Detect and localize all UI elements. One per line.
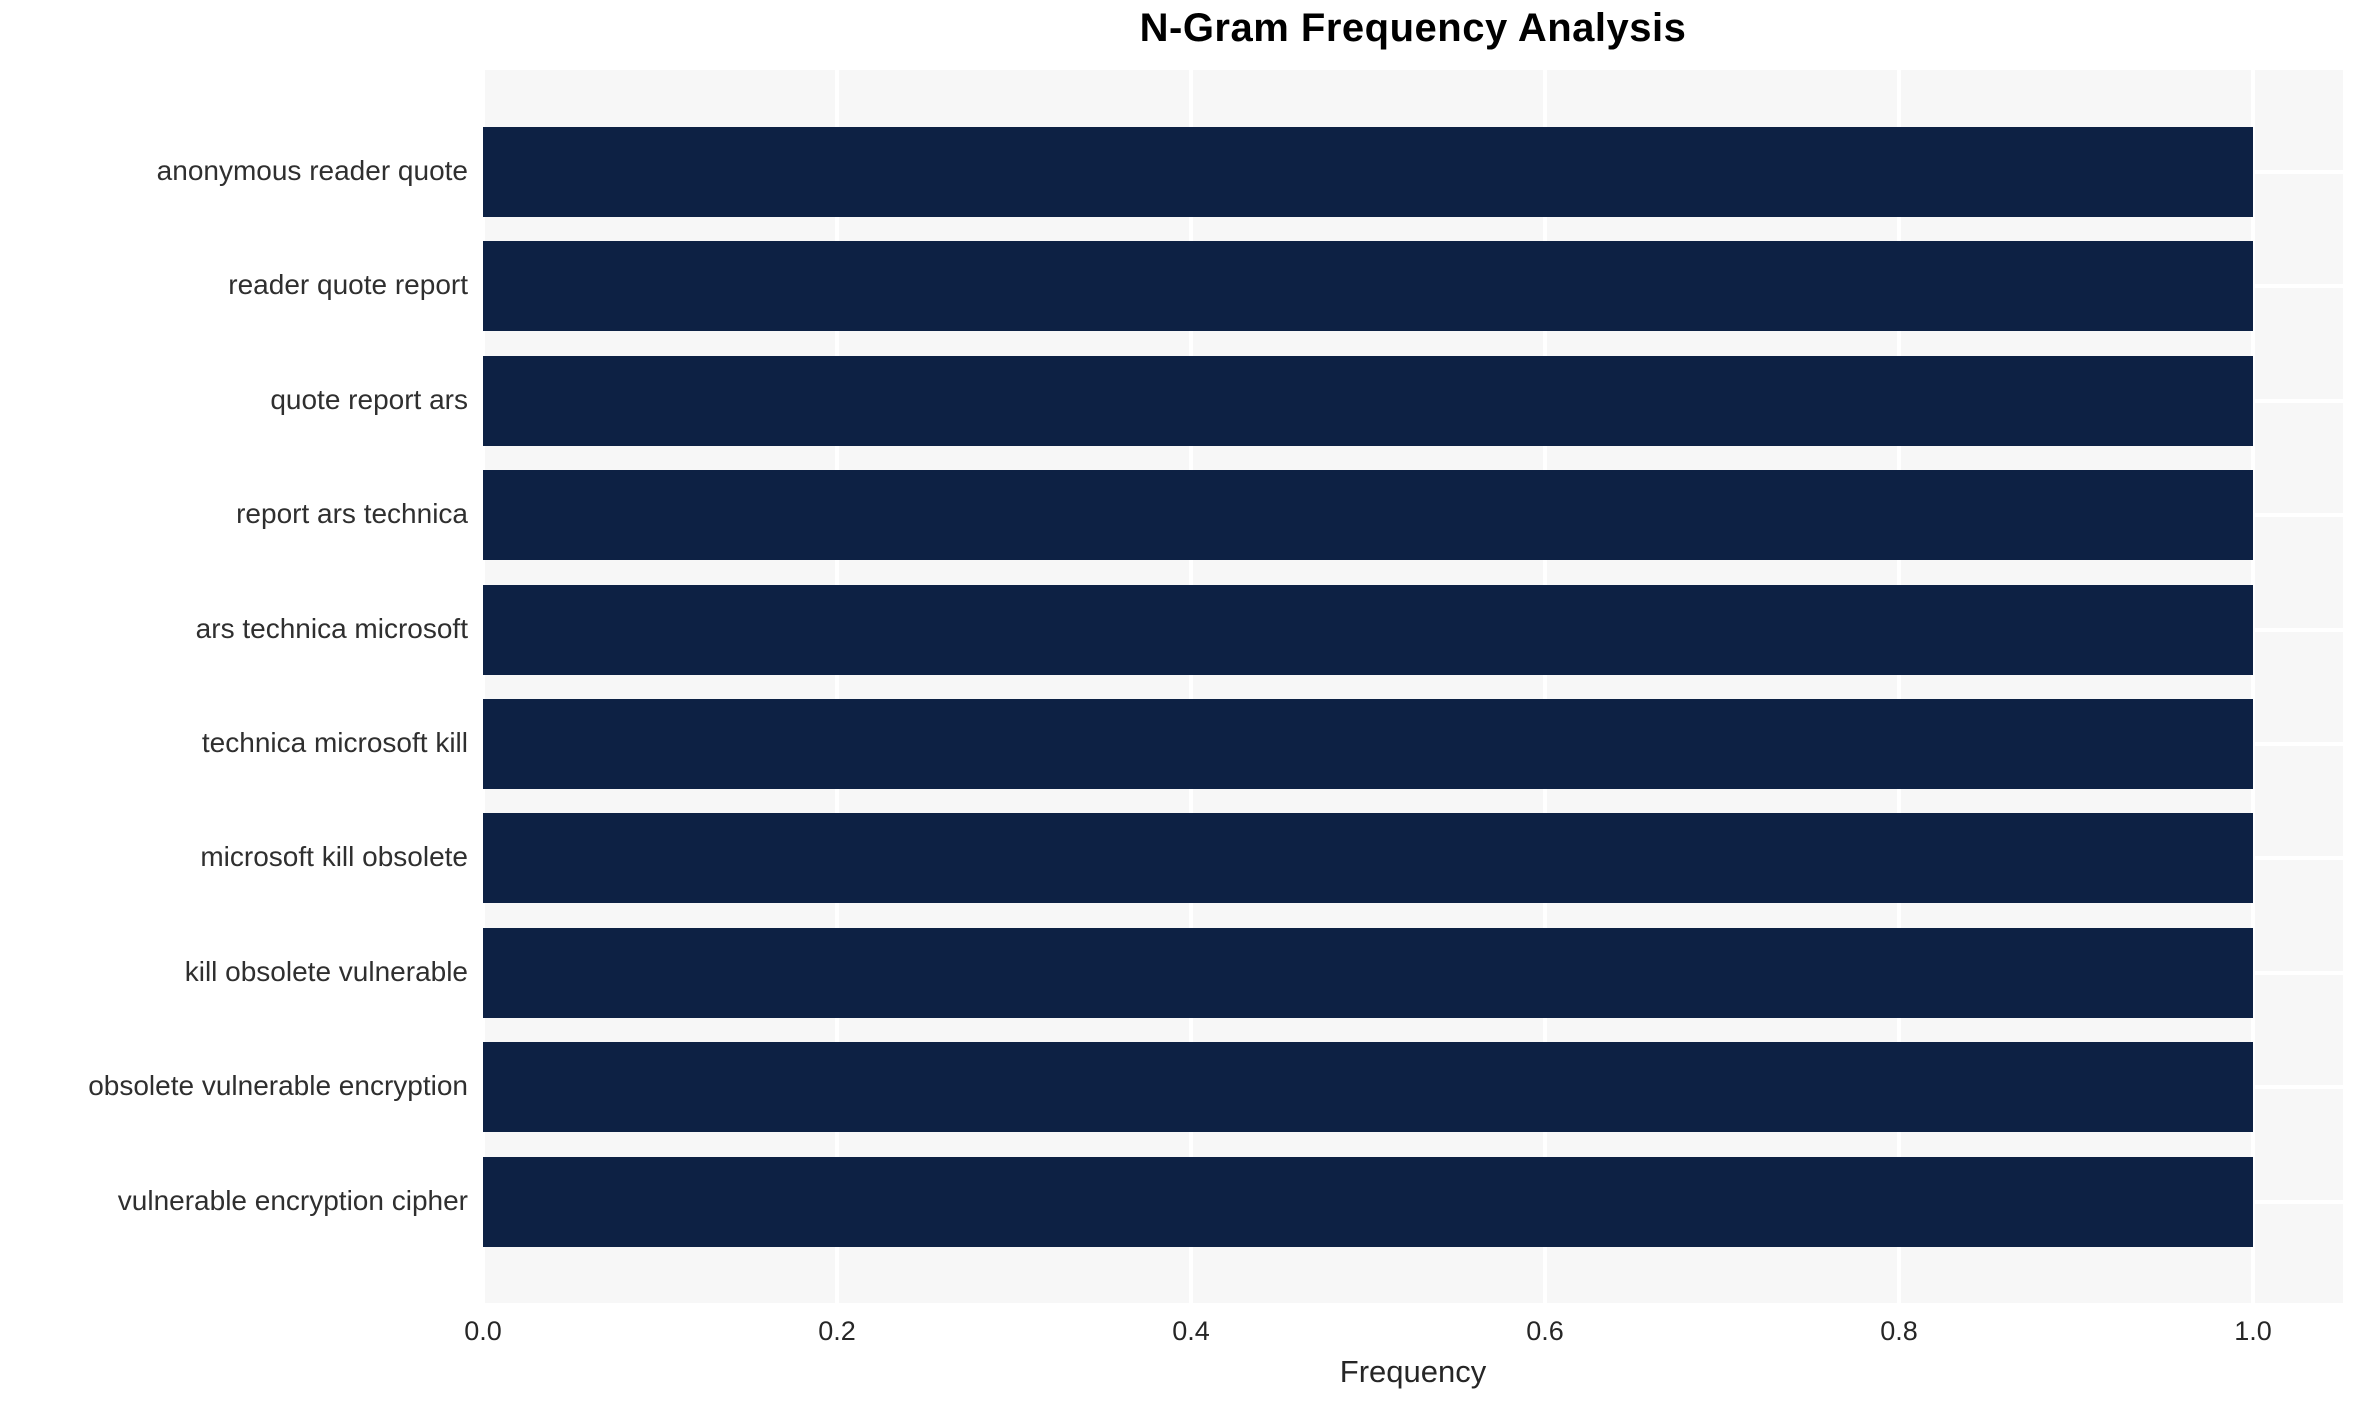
bar xyxy=(483,1156,2253,1247)
x-gridline xyxy=(483,70,485,1303)
x-gridline xyxy=(835,70,839,1303)
bar xyxy=(483,699,2253,789)
chart-title: N-Gram Frequency Analysis xyxy=(1139,6,1687,50)
y-tick-label: kill obsolete vulnerable xyxy=(184,955,468,987)
bar xyxy=(483,241,2253,332)
y-tick-label: vulnerable encryption cipher xyxy=(117,1184,468,1216)
bar xyxy=(483,127,2253,217)
y-tick-label: anonymous reader quote xyxy=(156,155,468,186)
x-gridline xyxy=(2251,70,2255,1303)
x-tick-label: 0.8 xyxy=(1880,1316,1918,1346)
x-tick-label: 0.6 xyxy=(1526,1316,1564,1346)
plot-area xyxy=(483,70,2343,1303)
y-tick-label: technica microsoft kill xyxy=(201,727,468,758)
x-gridline xyxy=(1897,70,1901,1303)
y-tick-label: microsoft kill obsolete xyxy=(200,841,468,873)
x-tick-label: 1.0 xyxy=(2234,1316,2272,1346)
bar xyxy=(483,470,2253,561)
x-tick-label: 0.2 xyxy=(818,1316,856,1346)
y-tick-label: ars technica microsoft xyxy=(195,612,468,644)
y-tick-label: report ars technica xyxy=(236,498,468,530)
y-tick-label: quote report ars xyxy=(270,383,468,415)
x-axis-label: Frequency xyxy=(1339,1354,1487,1389)
y-tick-label: reader quote report xyxy=(228,269,468,301)
x-gridline xyxy=(1189,70,1193,1303)
bar xyxy=(483,813,2253,904)
x-gridline xyxy=(1543,70,1547,1303)
x-tick-label: 0.4 xyxy=(1172,1316,1210,1346)
bar xyxy=(483,355,2253,446)
bar xyxy=(483,584,2253,675)
bar xyxy=(483,927,2253,1018)
x-tick-label: 0.0 xyxy=(464,1316,502,1346)
y-tick-label: obsolete vulnerable encryption xyxy=(88,1070,468,1102)
bar xyxy=(483,1042,2253,1133)
